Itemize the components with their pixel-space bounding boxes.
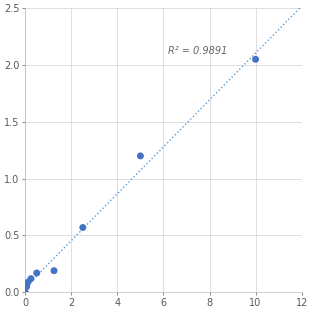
- Text: R² = 0.9891: R² = 0.9891: [168, 46, 227, 56]
- Point: [23, 290, 28, 295]
- Point: [34, 271, 39, 275]
- Point: [80, 225, 85, 230]
- Point: [24, 284, 29, 289]
- Point: [28, 276, 33, 281]
- Point: [253, 57, 258, 62]
- Point: [51, 268, 56, 273]
- Point: [138, 154, 143, 158]
- Point: [26, 280, 31, 285]
